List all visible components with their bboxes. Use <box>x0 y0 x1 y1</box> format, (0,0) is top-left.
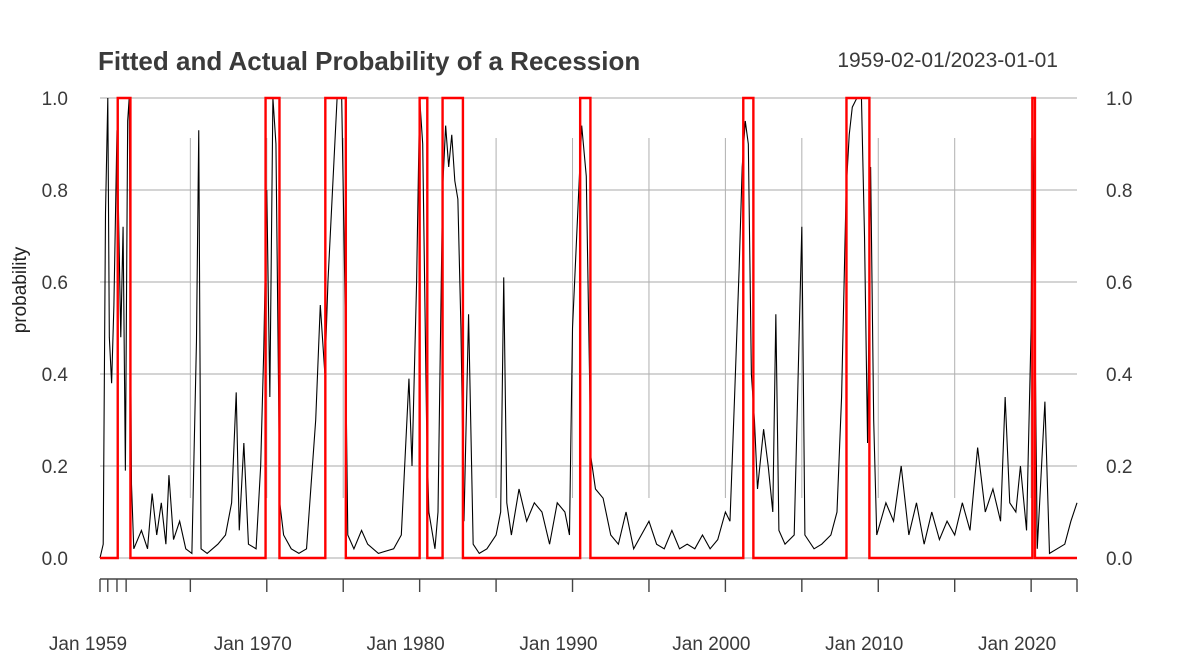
x-tick-label: Jan 1990 <box>519 634 597 655</box>
actual-recession-line <box>100 96 1077 560</box>
y-tick-label-left: 0.4 <box>42 365 69 386</box>
y-tick-label-right: 0.0 <box>1106 549 1132 570</box>
y-tick-label-left: 0.0 <box>42 549 68 570</box>
x-tick-label: Jan 1959 <box>49 634 127 655</box>
y-tick-label-left: 0.2 <box>42 457 68 478</box>
y-tick-label-left: 0.6 <box>42 273 68 294</box>
y-axis-left: 0.0 0.2 0.4 0.6 0.8 1.0 <box>42 89 69 570</box>
y-tick-label-right: 0.4 <box>1106 365 1133 386</box>
fitted-series <box>99 97 1078 559</box>
x-tick-label: Jan 1970 <box>214 634 292 655</box>
y-axis-label: probability <box>10 246 31 333</box>
x-tick-label: Jan 2000 <box>672 634 750 655</box>
x-tick-label: Jan 2020 <box>978 634 1056 655</box>
y-tick-label-right: 0.6 <box>1106 273 1132 294</box>
date-range: 1959-02-01/2023-01-01 <box>837 49 1058 72</box>
y-tick-label-left: 1.0 <box>42 89 68 110</box>
y-axis-right: 0.0 0.2 0.4 0.6 0.8 1.0 <box>1106 89 1133 570</box>
chart-title: Fitted and Actual Probability of a Reces… <box>98 46 640 76</box>
x-axis: Jan 1959 Jan 1970 Jan 1980 Jan 1990 Jan 2000… <box>49 578 1078 655</box>
y-tick-label-right: 0.2 <box>1106 457 1132 478</box>
actual-series <box>100 96 1077 560</box>
y-tick-label-right: 0.8 <box>1106 181 1132 202</box>
fitted-probability-line <box>99 97 1078 559</box>
x-tick-label: Jan 2010 <box>825 634 903 655</box>
x-tick-label: Jan 1980 <box>367 634 445 655</box>
y-tick-label-left: 0.8 <box>42 181 68 202</box>
y-tick-label-right: 1.0 <box>1106 89 1132 110</box>
